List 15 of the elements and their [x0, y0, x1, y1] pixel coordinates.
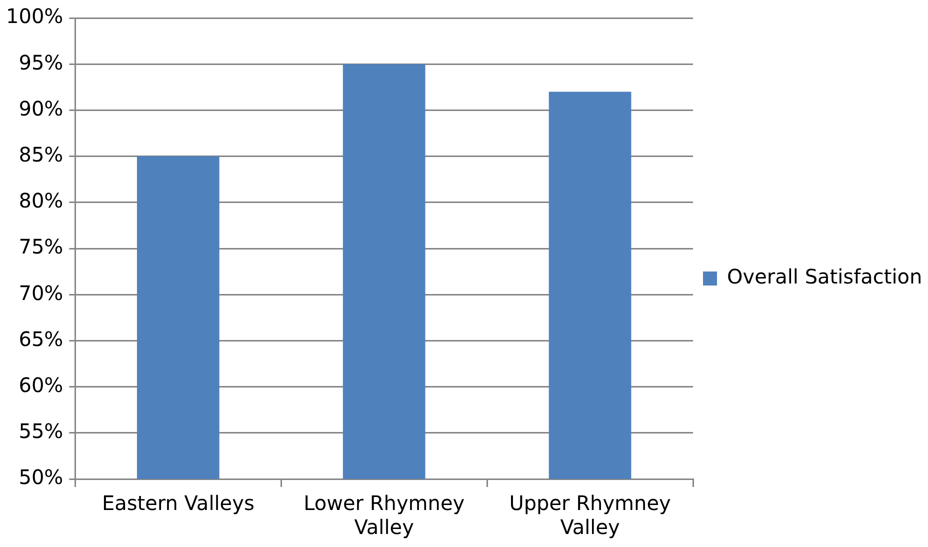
x-tick-label: Lower Rhymney Valley: [304, 491, 465, 540]
y-tick-label: 100%: [6, 4, 64, 28]
y-tick-label: 55%: [18, 419, 64, 444]
y-tick-label: 75%: [18, 234, 64, 259]
y-tick-label: 60%: [18, 373, 64, 398]
y-tick-label: 95%: [18, 50, 64, 74]
legend-label: Overall Satisfaction: [727, 264, 922, 289]
y-tick-label: 90%: [18, 96, 64, 120]
y-tick-label: 80%: [18, 188, 64, 213]
x-tick-label: Upper Rhymney Valley: [509, 491, 671, 540]
y-tick-label: 70%: [18, 280, 64, 305]
x-tick-label: Eastern Valleys: [102, 491, 254, 516]
y-tick-label: 85%: [18, 142, 64, 167]
y-tick-label: 65%: [18, 326, 64, 351]
y-tick-label: 50%: [18, 465, 64, 490]
